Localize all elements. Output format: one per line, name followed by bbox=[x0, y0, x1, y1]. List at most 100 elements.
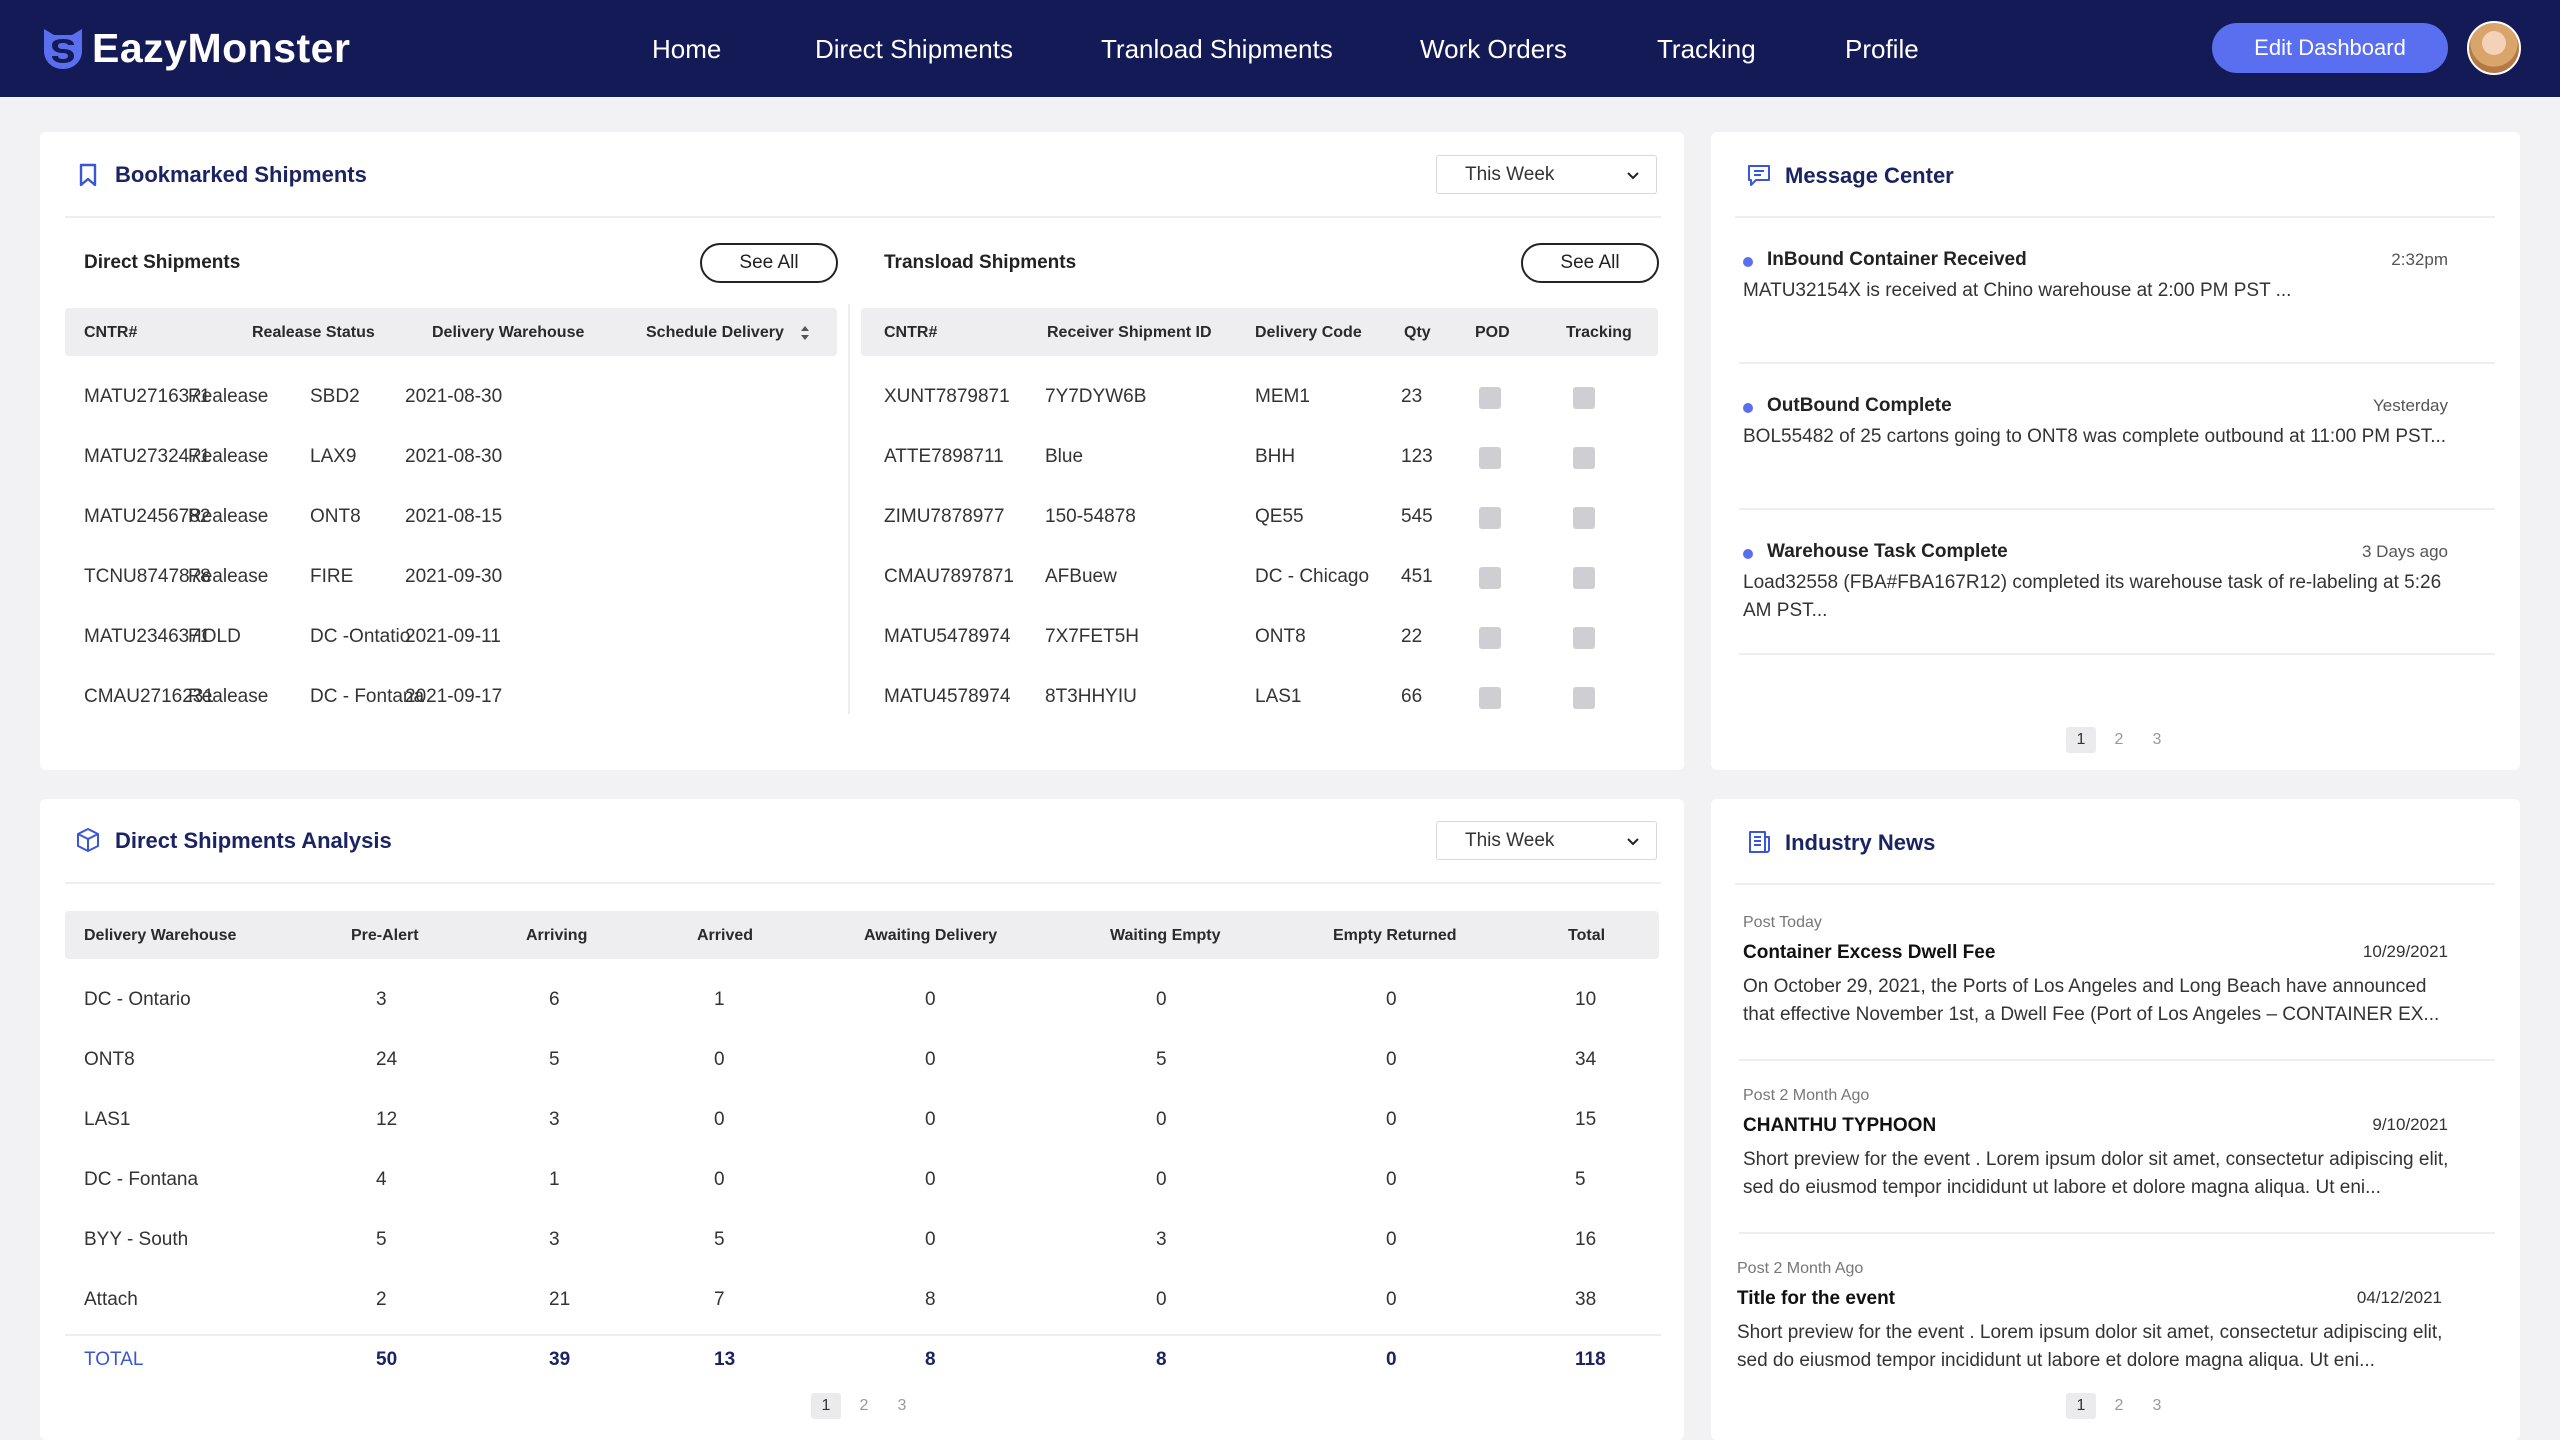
nav-home[interactable]: Home bbox=[652, 34, 722, 64]
cell-cntr[interactable]: ATTE7898711 bbox=[884, 446, 1004, 467]
pod-checkbox[interactable] bbox=[1479, 387, 1501, 409]
page-1[interactable]: 1 bbox=[2066, 1393, 2096, 1419]
tracking-checkbox[interactable] bbox=[1573, 447, 1595, 469]
cell-pre-alert: 12 bbox=[376, 1109, 398, 1130]
cell-schedule-delivery: 2021-08-30 bbox=[405, 386, 503, 407]
divider bbox=[65, 1334, 1661, 1336]
tracking-checkbox[interactable] bbox=[1573, 567, 1595, 589]
page-3[interactable]: 3 bbox=[2152, 1397, 2162, 1414]
page-3[interactable]: 3 bbox=[2152, 731, 2162, 748]
unread-dot bbox=[1743, 403, 1753, 413]
cell-pre-alert: 4 bbox=[376, 1169, 387, 1190]
pod-checkbox[interactable] bbox=[1479, 447, 1501, 469]
nav-tracking[interactable]: Tracking bbox=[1657, 34, 1756, 64]
news-post-label: Post 2 Month Ago bbox=[1743, 1087, 1870, 1104]
page-2[interactable]: 2 bbox=[2114, 731, 2124, 748]
cell-arriving: 1 bbox=[549, 1169, 560, 1190]
avatar[interactable] bbox=[2467, 21, 2521, 75]
news-title[interactable]: Container Excess Dwell Fee bbox=[1743, 942, 1996, 963]
tracking-checkbox[interactable] bbox=[1573, 687, 1595, 709]
th-delivery-warehouse: Delivery Warehouse bbox=[84, 927, 237, 944]
pod-checkbox[interactable] bbox=[1479, 567, 1501, 589]
pod-checkbox[interactable] bbox=[1479, 627, 1501, 649]
cell-delivery-warehouse: BYY - South bbox=[84, 1229, 189, 1250]
message-title[interactable]: OutBound Complete bbox=[1767, 395, 1952, 416]
page-1[interactable]: 1 bbox=[2066, 727, 2096, 753]
page-2[interactable]: 2 bbox=[2114, 1397, 2124, 1414]
nav-tranload-shipments[interactable]: Tranload Shipments bbox=[1101, 34, 1333, 64]
card-title: Bookmarked Shipments bbox=[115, 162, 367, 187]
cell-cntr[interactable]: MATU2456782 bbox=[84, 506, 211, 527]
th-pre-alert: Pre-Alert bbox=[351, 927, 419, 944]
nav-direct-shipments[interactable]: Direct Shipments bbox=[815, 34, 1013, 64]
cell-qty: 451 bbox=[1401, 566, 1433, 587]
cell-cntr[interactable]: CMAU2716231 bbox=[84, 686, 214, 707]
message-time: 3 Days ago bbox=[2362, 542, 2448, 561]
cell-cntr[interactable]: MATU4578974 bbox=[884, 686, 1011, 707]
total-arrived: 13 bbox=[714, 1349, 736, 1370]
message-title[interactable]: Warehouse Task Complete bbox=[1767, 541, 2008, 562]
industry-news-card: Industry News 1 2 3 Post Today Container … bbox=[1711, 799, 2520, 1440]
cell-receiver-shipment-id: 150-54878 bbox=[1045, 506, 1136, 527]
cell-cntr[interactable]: XUNT7879871 bbox=[884, 386, 1010, 407]
page-1[interactable]: 1 bbox=[811, 1393, 841, 1419]
cell-pre-alert: 24 bbox=[376, 1049, 398, 1070]
news-body: Short preview for the event . Lorem ipsu… bbox=[1737, 1322, 2443, 1371]
cell-empty-returned: 0 bbox=[1386, 1229, 1397, 1250]
cell-receiver-shipment-id: 7Y7DYW6B bbox=[1045, 386, 1147, 407]
cell-cntr[interactable]: MATU2732471 bbox=[84, 446, 211, 467]
cell-delivery-warehouse: DC - Fontana bbox=[84, 1169, 199, 1190]
cell-cntr[interactable]: CMAU7897871 bbox=[884, 566, 1014, 587]
transload-see-all-button[interactable]: See All bbox=[1521, 243, 1659, 283]
cell-cntr[interactable]: MATU5478974 bbox=[884, 626, 1011, 647]
divider bbox=[1735, 883, 2495, 885]
cell-total: 5 bbox=[1575, 1169, 1586, 1190]
cell-cntr[interactable]: ZIMU7878977 bbox=[884, 506, 1005, 527]
cell-total: 34 bbox=[1575, 1049, 1597, 1070]
period-select[interactable]: This Week bbox=[1436, 155, 1657, 194]
cell-delivery-warehouse: SBD2 bbox=[310, 386, 360, 407]
nav-work-orders[interactable]: Work Orders bbox=[1420, 34, 1567, 64]
news-title[interactable]: Title for the event bbox=[1737, 1288, 1896, 1309]
tracking-checkbox[interactable] bbox=[1573, 507, 1595, 529]
th-arrived: Arrived bbox=[697, 927, 754, 944]
cell-schedule-delivery: 2021-09-17 bbox=[405, 686, 503, 707]
news-title[interactable]: CHANTHU TYPHOON bbox=[1743, 1115, 1937, 1136]
tracking-checkbox[interactable] bbox=[1573, 627, 1595, 649]
page-2[interactable]: 2 bbox=[859, 1397, 869, 1414]
message-title[interactable]: InBound Container Received bbox=[1767, 249, 2027, 270]
total-awaiting-delivery: 8 bbox=[925, 1349, 936, 1370]
transload-shipments-subtitle: Transload Shipments bbox=[884, 252, 1077, 273]
bookmarked-shipments-card: Bookmarked Shipments This Week Direct Sh… bbox=[40, 132, 1684, 770]
cell-delivery-warehouse: Attach bbox=[84, 1289, 138, 1310]
cell-qty: 123 bbox=[1401, 446, 1433, 467]
cell-awaiting-delivery: 0 bbox=[925, 1049, 936, 1070]
pod-checkbox[interactable] bbox=[1479, 687, 1501, 709]
sort-icon[interactable] bbox=[798, 324, 812, 342]
tracking-checkbox[interactable] bbox=[1573, 387, 1595, 409]
news-body: On October 29, 2021, the Ports of Los An… bbox=[1743, 976, 2440, 1025]
page-3[interactable]: 3 bbox=[897, 1397, 907, 1414]
cell-pre-alert: 2 bbox=[376, 1289, 387, 1310]
cell-waiting-empty: 0 bbox=[1156, 1109, 1167, 1130]
th-schedule-delivery[interactable]: Schedule Delivery bbox=[646, 324, 784, 341]
edit-dashboard-button[interactable]: Edit Dashboard bbox=[2212, 23, 2448, 73]
pod-checkbox[interactable] bbox=[1479, 507, 1501, 529]
cell-cntr[interactable]: MATU2716371 bbox=[84, 386, 211, 407]
cell-cntr[interactable]: TCNU8747878 bbox=[84, 566, 211, 587]
logo[interactable]: EazyMonster bbox=[38, 22, 350, 74]
card-title: Direct Shipments Analysis bbox=[115, 828, 392, 853]
th-delivery-code: Delivery Code bbox=[1255, 324, 1362, 341]
cell-receiver-shipment-id: AFBuew bbox=[1045, 566, 1117, 587]
total-waiting-empty: 8 bbox=[1156, 1349, 1167, 1370]
cell-cntr[interactable]: MATU2346371 bbox=[84, 626, 211, 647]
bookmark-icon bbox=[79, 163, 97, 187]
period-select-value: This Week bbox=[1465, 830, 1555, 851]
direct-see-all-button[interactable]: See All bbox=[700, 243, 838, 283]
nav-profile[interactable]: Profile bbox=[1845, 34, 1919, 64]
divider bbox=[1739, 508, 2495, 510]
cell-pre-alert: 3 bbox=[376, 989, 387, 1010]
th-total: Total bbox=[1568, 927, 1606, 944]
period-select[interactable]: This Week bbox=[1436, 821, 1657, 860]
th-qty: Qty bbox=[1404, 324, 1431, 341]
